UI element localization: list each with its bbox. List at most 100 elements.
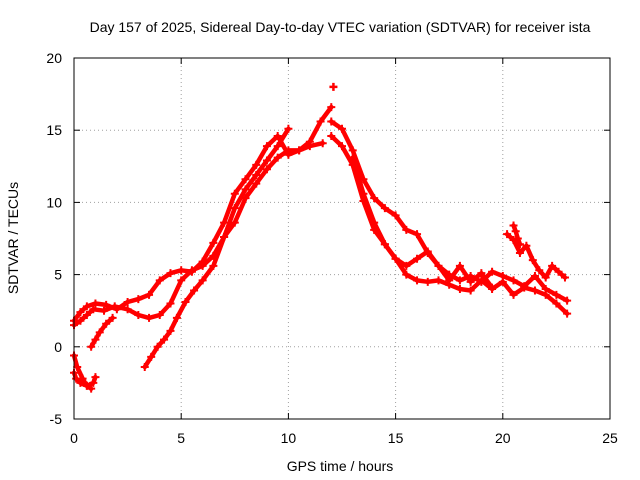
data-point bbox=[284, 146, 293, 155]
x-tick-label: 15 bbox=[388, 430, 404, 446]
series-trace-4 bbox=[70, 368, 100, 390]
data-point bbox=[530, 286, 539, 295]
data-point bbox=[220, 233, 229, 242]
data-point bbox=[560, 273, 569, 282]
data-point bbox=[370, 194, 379, 203]
data-point bbox=[327, 103, 336, 112]
data-point bbox=[413, 254, 422, 263]
y-tick-label: 20 bbox=[46, 50, 62, 66]
data-point bbox=[370, 218, 379, 227]
data-point bbox=[466, 277, 475, 286]
x-tick-label: 20 bbox=[495, 430, 511, 446]
data-point bbox=[423, 277, 432, 286]
data-point bbox=[95, 328, 104, 337]
data-point bbox=[402, 225, 411, 234]
data-point bbox=[348, 153, 357, 162]
data-point bbox=[548, 261, 557, 270]
series-line bbox=[511, 223, 523, 247]
data-point bbox=[76, 378, 85, 387]
data-point bbox=[327, 117, 336, 126]
data-point bbox=[73, 363, 82, 372]
data-point bbox=[134, 311, 143, 320]
data-point bbox=[155, 311, 164, 320]
data-point bbox=[513, 234, 522, 243]
data-point bbox=[108, 313, 117, 322]
data-point bbox=[252, 179, 261, 188]
data-point bbox=[166, 269, 175, 278]
plot-frame bbox=[73, 57, 611, 420]
data-point bbox=[145, 290, 154, 299]
data-point bbox=[82, 381, 91, 390]
data-point bbox=[509, 221, 518, 230]
data-point bbox=[511, 227, 520, 236]
series-trace-10 bbox=[503, 230, 569, 282]
data-point bbox=[530, 272, 539, 281]
data-point bbox=[153, 342, 162, 351]
data-point bbox=[166, 326, 175, 335]
data-point bbox=[102, 319, 111, 328]
data-point bbox=[166, 299, 175, 308]
data-point bbox=[273, 153, 282, 162]
series-trace-11 bbox=[509, 221, 524, 249]
data-point bbox=[455, 261, 464, 270]
x-tick-label: 25 bbox=[602, 430, 618, 446]
data-point bbox=[413, 276, 422, 285]
data-point bbox=[241, 185, 250, 194]
data-point bbox=[82, 311, 91, 320]
x-tick-label: 0 bbox=[70, 430, 78, 446]
data-point bbox=[295, 146, 304, 155]
data-point bbox=[230, 189, 239, 198]
data-point bbox=[252, 170, 261, 179]
data-point bbox=[563, 309, 572, 318]
data-point bbox=[273, 131, 282, 140]
data-point bbox=[147, 352, 156, 361]
data-point bbox=[91, 373, 100, 382]
data-point bbox=[262, 156, 271, 165]
data-point bbox=[172, 313, 181, 322]
data-point bbox=[503, 230, 512, 239]
data-point bbox=[190, 286, 199, 295]
data-point bbox=[552, 290, 561, 299]
data-point bbox=[488, 267, 497, 276]
data-point bbox=[110, 302, 119, 311]
data-point bbox=[273, 142, 282, 151]
outlier-point bbox=[329, 82, 338, 91]
data-point bbox=[498, 277, 507, 286]
data-point bbox=[466, 286, 475, 295]
data-point bbox=[72, 374, 81, 383]
data-point bbox=[230, 218, 239, 227]
data-point bbox=[100, 306, 109, 315]
data-point bbox=[477, 269, 486, 278]
data-point bbox=[338, 124, 346, 133]
data-point bbox=[488, 283, 497, 292]
data-point bbox=[541, 290, 550, 299]
data-point bbox=[535, 266, 544, 275]
series-trace-2 bbox=[70, 139, 327, 330]
data-point bbox=[455, 285, 464, 294]
data-point bbox=[402, 261, 411, 270]
series-line bbox=[350, 155, 495, 290]
data-point bbox=[262, 165, 271, 174]
data-point bbox=[209, 261, 218, 270]
data-point bbox=[554, 267, 563, 276]
series-line bbox=[71, 104, 334, 324]
data-point bbox=[91, 335, 100, 344]
data-point bbox=[89, 305, 98, 314]
data-point bbox=[348, 146, 357, 155]
data-point bbox=[230, 204, 239, 213]
data-point bbox=[434, 261, 443, 270]
data-point bbox=[316, 117, 325, 126]
series-line bbox=[71, 140, 325, 328]
data-point bbox=[160, 335, 169, 344]
data-point bbox=[187, 266, 196, 275]
series-trace-9 bbox=[348, 153, 497, 292]
data-point bbox=[318, 139, 327, 148]
series-trace-6 bbox=[140, 124, 293, 372]
series-trace-5 bbox=[87, 313, 117, 351]
data-point bbox=[134, 295, 143, 304]
data-point bbox=[140, 363, 149, 372]
data-point bbox=[423, 247, 432, 256]
data-point bbox=[515, 240, 524, 249]
data-point bbox=[402, 270, 411, 279]
